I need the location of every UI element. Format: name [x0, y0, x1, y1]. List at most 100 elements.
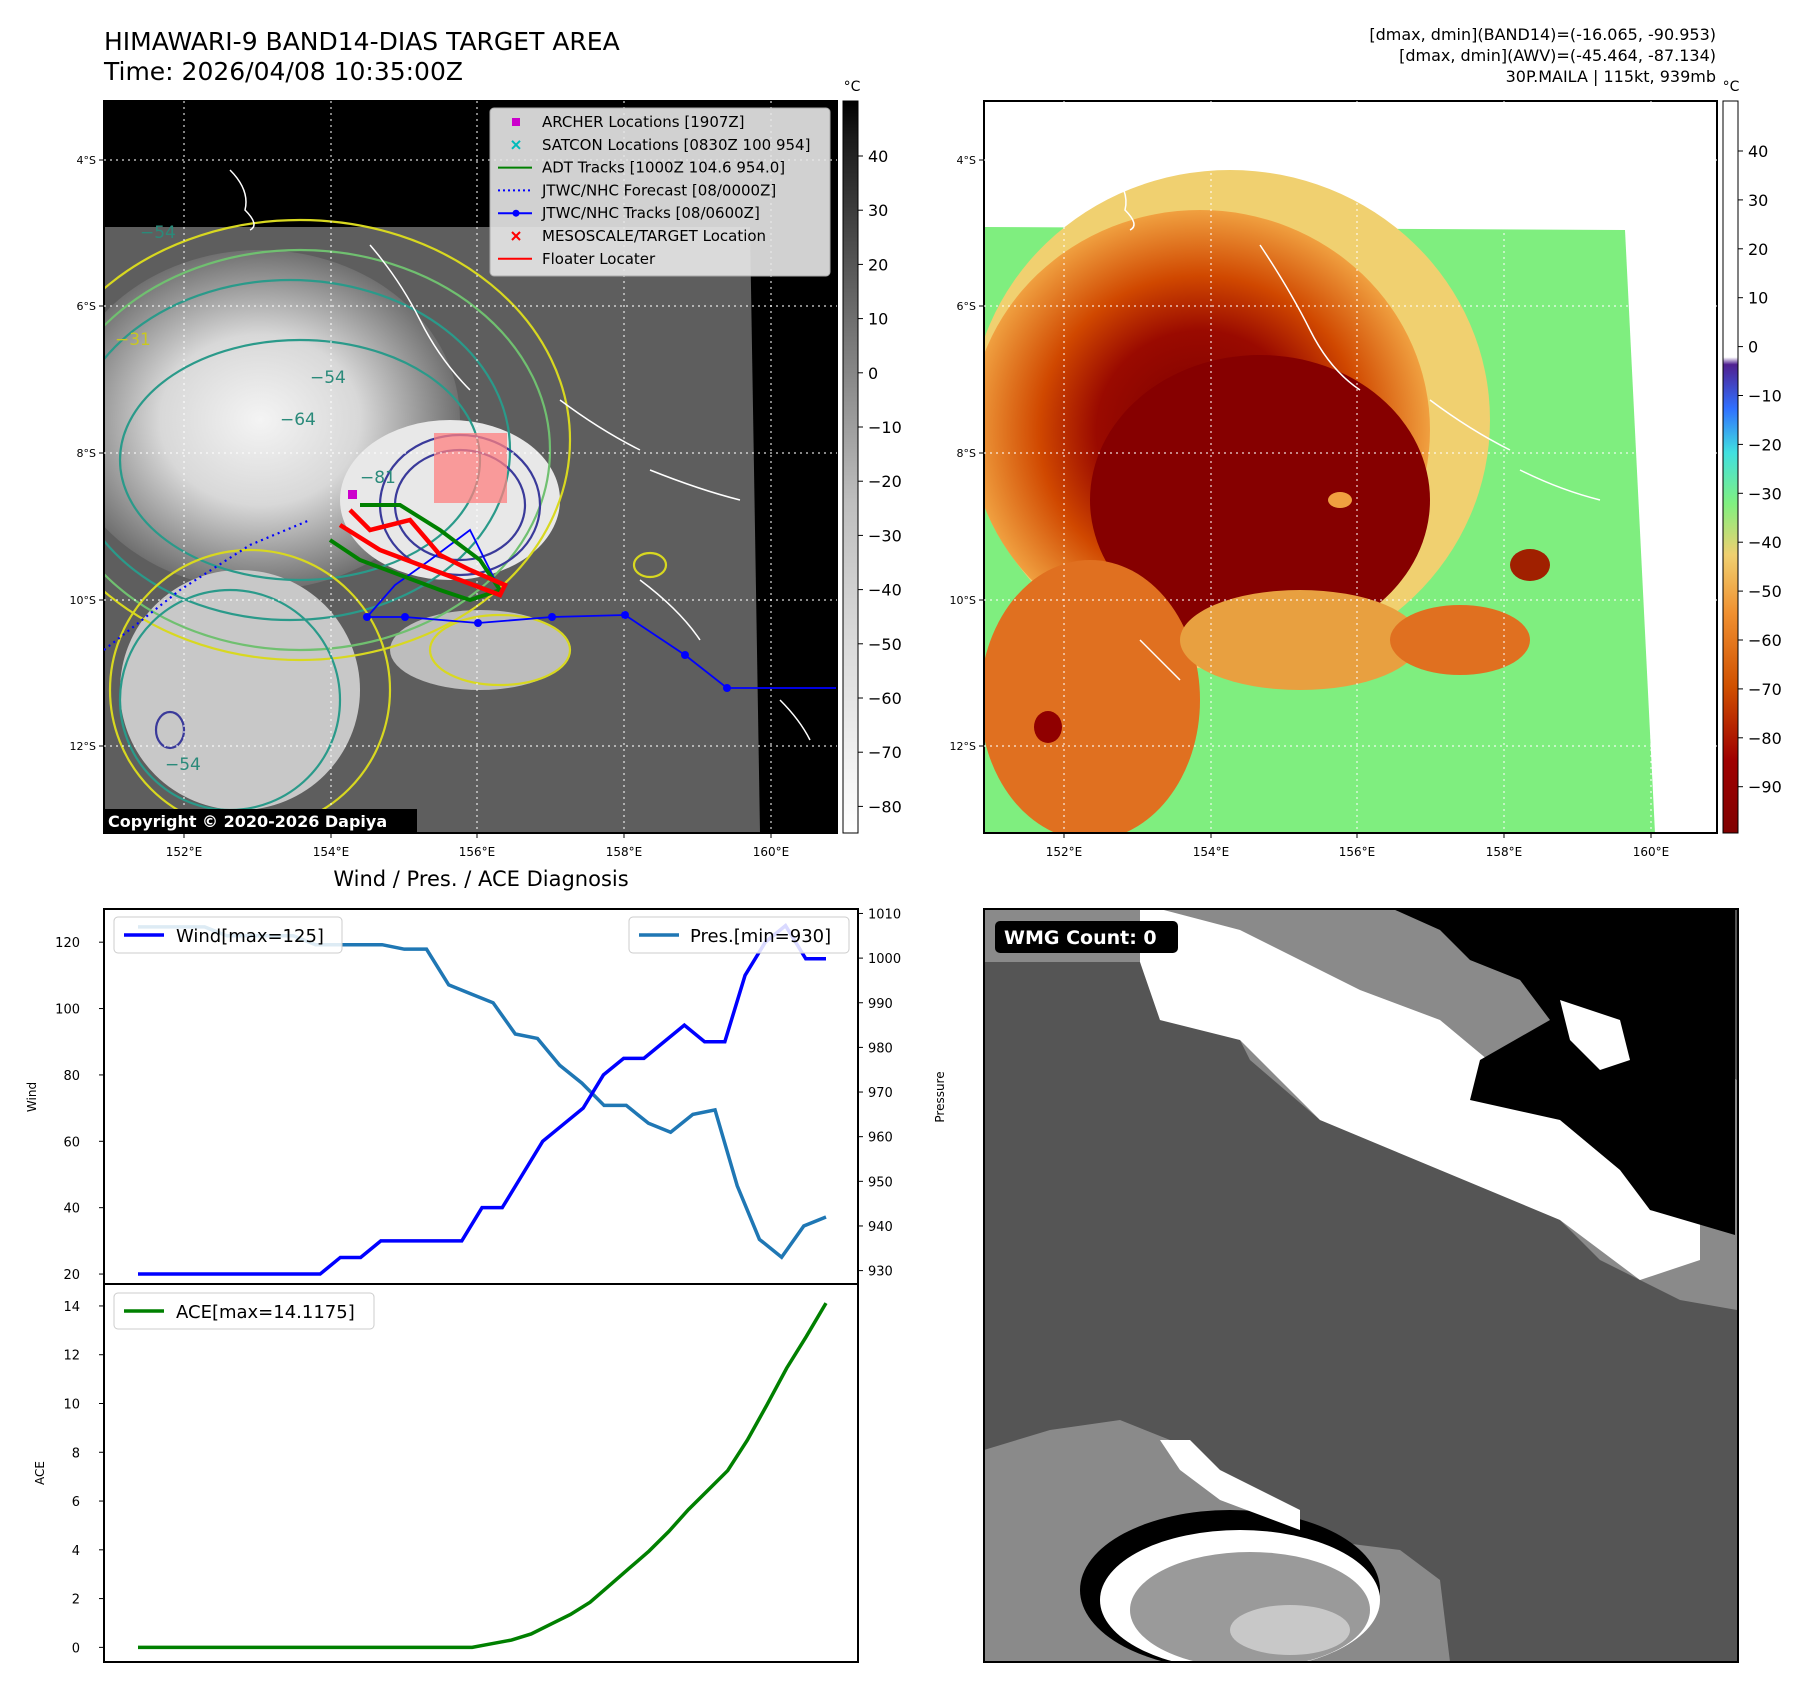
awv-colorbar-tick-label-2: 20 [1748, 240, 1768, 259]
wind-legend-label: Wind[max=125] [176, 926, 324, 947]
jtwc-track-point-1 [681, 651, 689, 659]
jtwc-track-point-4 [474, 619, 482, 627]
awv-map-panel [984, 101, 1717, 833]
jtwc-track-point-5 [401, 613, 409, 621]
diagnosis-title: Wind / Pres. / ACE Diagnosis [333, 867, 628, 891]
pressure-tick-label-5: 980 [868, 1041, 893, 1056]
legend-dot-4 [512, 209, 520, 217]
legend-marker-0 [512, 118, 520, 126]
band14-map-legend: ARCHER Locations [1907Z] SATCON Locations… [489, 107, 831, 277]
floater-track [338, 508, 509, 598]
ace-chart-frame [103, 1283, 859, 1663]
ace-tick-label-5: 10 [63, 1397, 80, 1412]
contour-label-2: −31 [115, 330, 151, 350]
awv-colorbar-tick-label-1: 30 [1748, 191, 1768, 210]
pressure-tick-label-1: 940 [868, 1220, 893, 1235]
awv-colorbar-tick-label-5: −10 [1748, 387, 1782, 406]
jtwc-track-point-0 [723, 684, 731, 692]
awv-colorbar-tick-label-12: −80 [1748, 729, 1782, 748]
band14-lat-label-4: 12°S [70, 740, 96, 753]
band14-colorbar-tick-label-12: −80 [868, 797, 902, 816]
jtwc-recent-line [366, 528, 501, 618]
forecast-track [104, 518, 311, 651]
awv-lon-label-0: 152°E [1046, 845, 1083, 859]
legend-label-2: ADT Tracks [1000Z 104.6 954.0] [542, 159, 785, 177]
awv-colorbar-tick-label-8: −40 [1748, 533, 1782, 552]
awv-lon-label-3: 158°E [1486, 845, 1523, 859]
wind-series-line [138, 922, 826, 1276]
band14-lon-label-4: 160°E [753, 845, 790, 859]
pressure-tick-label-6: 990 [868, 997, 893, 1012]
contour-label-0: −54 [310, 368, 346, 388]
awv-colorbar-tick-label-3: 10 [1748, 289, 1768, 308]
awv-colorbar-tick-label-13: −90 [1748, 778, 1782, 797]
ace-legend: ACE[max=14.1175] [113, 1292, 375, 1330]
pressure-tick-label-7: 1000 [868, 952, 901, 967]
band14-map-tracks [104, 490, 836, 692]
ace-chart: 0 2 4 6 8 10 12 14 [63, 1300, 828, 1656]
awv-lat-label-3: 10°S [950, 594, 976, 607]
band14-lon-label-0: 152°E [166, 845, 203, 859]
wmg-panel [984, 909, 1738, 1662]
band14-colorbar-tick-label-3: 10 [868, 310, 888, 329]
awv-colorbar-tick-label-0: 40 [1748, 142, 1768, 161]
legend-label-4: JTWC/NHC Tracks [08/0600Z] [541, 204, 760, 222]
band14-map-axis-labels: 4°S 6°S 8°S 10°S 12°S 152°E 154°E 156°E 158°E 160… [70, 154, 790, 859]
awv-colorbar-unit: °C [1723, 79, 1740, 95]
ace-tick-label-4: 8 [72, 1446, 80, 1461]
wmg-frame [983, 908, 1739, 1663]
copyright-box [104, 809, 417, 833]
copyright-text: Copyright © 2020-2026 Dapiya [108, 812, 387, 831]
legend-marker-5-b [511, 231, 521, 241]
wind-tick-label-3: 80 [63, 1069, 80, 1084]
legend-label-5: MESOSCALE/TARGET Location [542, 227, 766, 245]
band14-colorbar-tick-label-11: −70 [868, 743, 902, 762]
legend-label-0: ARCHER Locations [1907Z] [542, 113, 745, 131]
band14-colorbar-tick-label-4: 0 [868, 364, 878, 383]
contour-label-1: −64 [280, 410, 316, 430]
band14-colorbar-ticks: 40 30 20 10 0 −10 −20 −30 −40 −50 −60 −70 −80 [858, 147, 902, 816]
ace-tick-label-0: 0 [72, 1641, 80, 1656]
awv-colorbar-tick-label-4: 0 [1748, 338, 1758, 357]
ace-tick-label-7: 14 [63, 1300, 80, 1315]
band14-lat-label-0: 4°S [77, 154, 96, 167]
awv-colorbar [1722, 100, 1739, 834]
wind-tick-label-4: 100 [55, 1003, 80, 1018]
band14-lon-label-1: 154°E [313, 845, 350, 859]
band14-colorbar-unit: °C [844, 79, 861, 95]
wmg-count-label: WMG Count: 0 [1004, 927, 1157, 949]
awv-colorbar-tick-label-6: −20 [1748, 435, 1782, 454]
info-awv: [dmax, dmin](AWV)=(-45.464, -87.134) [1399, 46, 1716, 65]
awv-lon-label-4: 160°E [1633, 845, 1670, 859]
pressure-legend: Pres.[min=930] [628, 916, 850, 954]
awv-lon-label-2: 156°E [1339, 845, 1376, 859]
band14-colorbar-tick-label-5: −10 [868, 418, 902, 437]
band14-colorbar-tick-label-2: 20 [868, 255, 888, 274]
archer-marker [348, 490, 357, 499]
awv-colorbar-tick-label-11: −70 [1748, 680, 1782, 699]
legend-label-6: Floater Locater [542, 250, 656, 268]
ace-tick-label-1: 2 [72, 1593, 80, 1608]
awv-lat-label-2: 8°S [957, 447, 976, 460]
pressure-axis-label: Pressure [933, 1071, 947, 1122]
pressure-tick-label-8: 1010 [868, 907, 901, 922]
adt-track [328, 503, 504, 603]
band14-colorbar-tick-label-7: −30 [868, 526, 902, 545]
pressure-tick-label-3: 960 [868, 1131, 893, 1146]
wmg-count-box [995, 921, 1178, 953]
ace-axis-label: ACE [33, 1461, 47, 1485]
wind-legend: Wind[max=125] [113, 916, 343, 954]
figure-time: Time: 2026/04/08 10:35:00Z [103, 57, 463, 86]
ace-tick-label-3: 6 [72, 1495, 80, 1510]
awv-map-axis-labels: 4°S 6°S 8°S 10°S 12°S 152°E 154°E 156°E 158°E 160… [950, 154, 1670, 859]
band14-lat-label-1: 6°S [77, 300, 96, 313]
band14-colorbar-tick-label-1: 30 [868, 201, 888, 220]
figure-title: HIMAWARI-9 BAND14-DIAS TARGET AREA [104, 27, 620, 56]
band14-colorbar-tick-label-6: −20 [868, 472, 902, 491]
wind-tick-label-5: 120 [55, 936, 80, 951]
legend-marker-1-b [511, 140, 521, 150]
awv-colorbar-tick-label-7: −30 [1748, 484, 1782, 503]
band14-colorbar [842, 100, 859, 834]
band14-colorbar-tick-label-8: −40 [868, 581, 902, 600]
